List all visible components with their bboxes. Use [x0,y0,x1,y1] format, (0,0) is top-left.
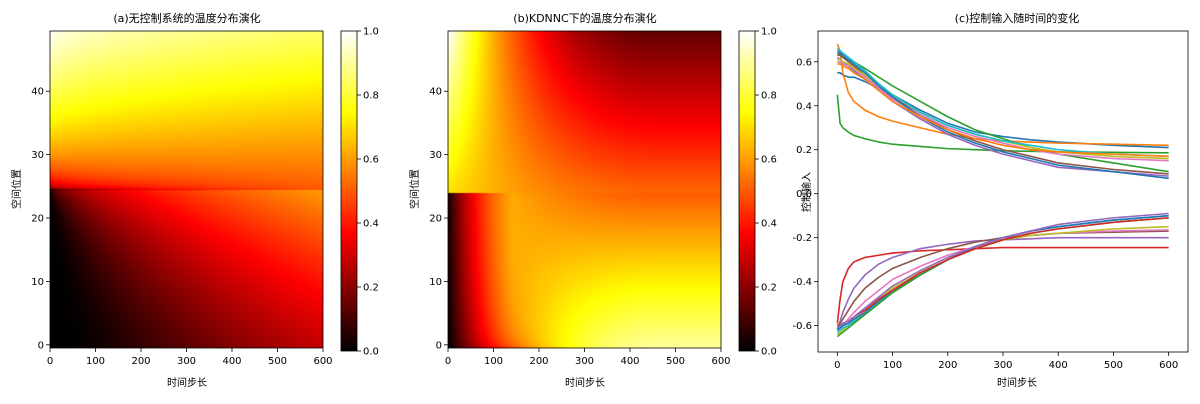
c-xtick-label: 100 [883,360,902,371]
panel-a-heatmap-wrap [50,31,323,348]
a-ytick-label: 0 [38,340,44,351]
panel-a-colorbar-frame [340,30,358,352]
c-ytick-label: 0.2 [796,145,812,156]
panel-a-heatmap [50,31,323,348]
c-xtick-label: 300 [993,360,1012,371]
c-ytick-label: -0.4 [792,277,812,288]
c-xtick-label: 500 [1104,360,1123,371]
panel-b-colorbar-ticks: 0.0 0.2 0.4 0.6 0.8 1.0 [755,27,777,358]
b-ytick-label: 30 [429,150,442,161]
control-series-line-17 [836,214,1169,333]
a-cbtick-label: 0.2 [363,283,379,294]
b-xtick-label: 600 [711,356,730,367]
a-xtick-label: 200 [131,356,150,367]
b-ytick-label: 0 [436,340,442,351]
control-series-line-12 [836,246,1169,324]
b-ytick-label: 10 [429,277,442,288]
a-ytick-label: 40 [31,87,44,98]
panel-c-x-ticks: 0 100 200 300 400 500 600 [834,352,1178,371]
b-cbtick-label: 0.6 [761,155,777,166]
control-series-line-1 [837,71,1169,149]
b-cbtick-label: 0.0 [761,347,777,358]
a-cbtick-label: 0.8 [363,91,379,102]
b-xtick-label: 100 [484,356,503,367]
control-series-line-6 [836,52,1169,175]
c-ytick-label: -0.6 [792,321,812,332]
panel-c-ylabel: 控制输入 [800,172,813,212]
b-ytick-label: 20 [429,214,442,225]
b-cbtick-label: 0.2 [761,283,777,294]
panel-a-y-ticks: 0 10 20 30 40 [31,87,50,351]
control-series-line-9 [836,47,1169,158]
panel-b-colorbar-frame [738,30,756,352]
panel-b: (b)KDNNC下的温度分布演化 0 100 200 300 400 500 600 0 10… [408,11,777,389]
panel-a-title: (a)无控制系统的温度分布演化 [113,11,260,25]
control-series-line-5 [836,56,1169,177]
a-ytick-label: 20 [31,214,44,225]
c-ytick-label: 0.6 [796,57,812,68]
c-ytick-label: 0.4 [796,101,812,112]
control-series-line-11 [837,63,1169,158]
a-xtick-label: 100 [86,356,105,367]
a-cbtick-label: 0.0 [363,347,379,358]
control-series-line-21 [836,212,1169,329]
panel-b-ylabel: 空间位置 [408,169,421,209]
control-series-line-10 [836,50,1169,180]
panel-a-x-ticks: 0 100 200 300 400 500 600 [47,348,333,367]
panel-b-heatmap [448,31,721,348]
b-ytick-label: 40 [429,87,442,98]
control-series-line-2 [836,43,1169,147]
b-xtick-label: 0 [445,356,451,367]
control-series-line-18 [836,214,1169,331]
a-cbtick-label: 0.6 [363,155,379,166]
a-ytick-label: 10 [31,277,44,288]
panel-a-xlabel: 时间步长 [167,376,207,389]
a-cbtick-label: 1.0 [363,27,379,38]
panel-b-colorbar [739,31,755,351]
b-xtick-label: 200 [529,356,548,367]
panel-c-xlabel: 时间步长 [997,376,1037,389]
c-xtick-label: 600 [1159,360,1178,371]
a-xtick-label: 600 [313,356,332,367]
panel-a-colorbar-ticks: 0.0 0.2 0.4 0.6 0.8 1.0 [357,27,379,358]
control-series-line-15 [836,229,1169,331]
a-ytick-label: 30 [31,150,44,161]
panel-b-heatmap-wrap [448,31,721,348]
panel-c: (c)控制输入随时间的变化 0 100 200 300 400 500 600 -0.6-0… [792,11,1189,389]
panel-a-ylabel: 空间位置 [10,169,23,209]
c-xtick-label: 400 [1049,360,1068,371]
c-xtick-label: 200 [938,360,957,371]
panel-b-x-ticks: 0 100 200 300 400 500 600 [445,348,731,367]
b-xtick-label: 500 [666,356,685,367]
panel-a-colorbar-wrap [341,31,357,351]
b-xtick-label: 400 [620,356,639,367]
c-ytick-label: 0.0 [796,189,812,200]
panel-a: (a)无控制系统的温度分布演化 0 100 200 300 400 500 600 0 10 2… [10,11,379,389]
panel-b-xlabel: 时间步长 [565,376,605,389]
panel-c-series [836,43,1169,338]
b-xtick-label: 300 [575,356,594,367]
panel-a-colorbar [341,31,357,351]
a-xtick-label: 300 [177,356,196,367]
panel-c-title: (c)控制输入随时间的变化 [955,11,1080,25]
a-xtick-label: 0 [47,356,53,367]
a-cbtick-label: 0.4 [363,219,379,230]
b-cbtick-label: 0.4 [761,219,777,230]
b-cbtick-label: 0.8 [761,91,777,102]
panel-c-y-ticks: -0.6 -0.4 -0.2 0.0 0.2 0.4 0.6 [792,57,818,332]
panel-b-y-ticks: 0 10 20 30 40 [429,87,448,351]
panel-b-title: (b)KDNNC下的温度分布演化 [513,11,656,25]
control-series-line-13 [836,236,1169,331]
control-series-line-14 [836,230,1169,327]
c-xtick-label: 0 [834,360,840,371]
a-xtick-label: 400 [222,356,241,367]
control-series-line-19 [836,217,1169,338]
control-series-line-16 [836,225,1169,336]
panel-b-colorbar-wrap [739,31,755,351]
c-ytick-label: -0.2 [792,233,812,244]
b-cbtick-label: 1.0 [761,27,777,38]
a-xtick-label: 500 [268,356,287,367]
